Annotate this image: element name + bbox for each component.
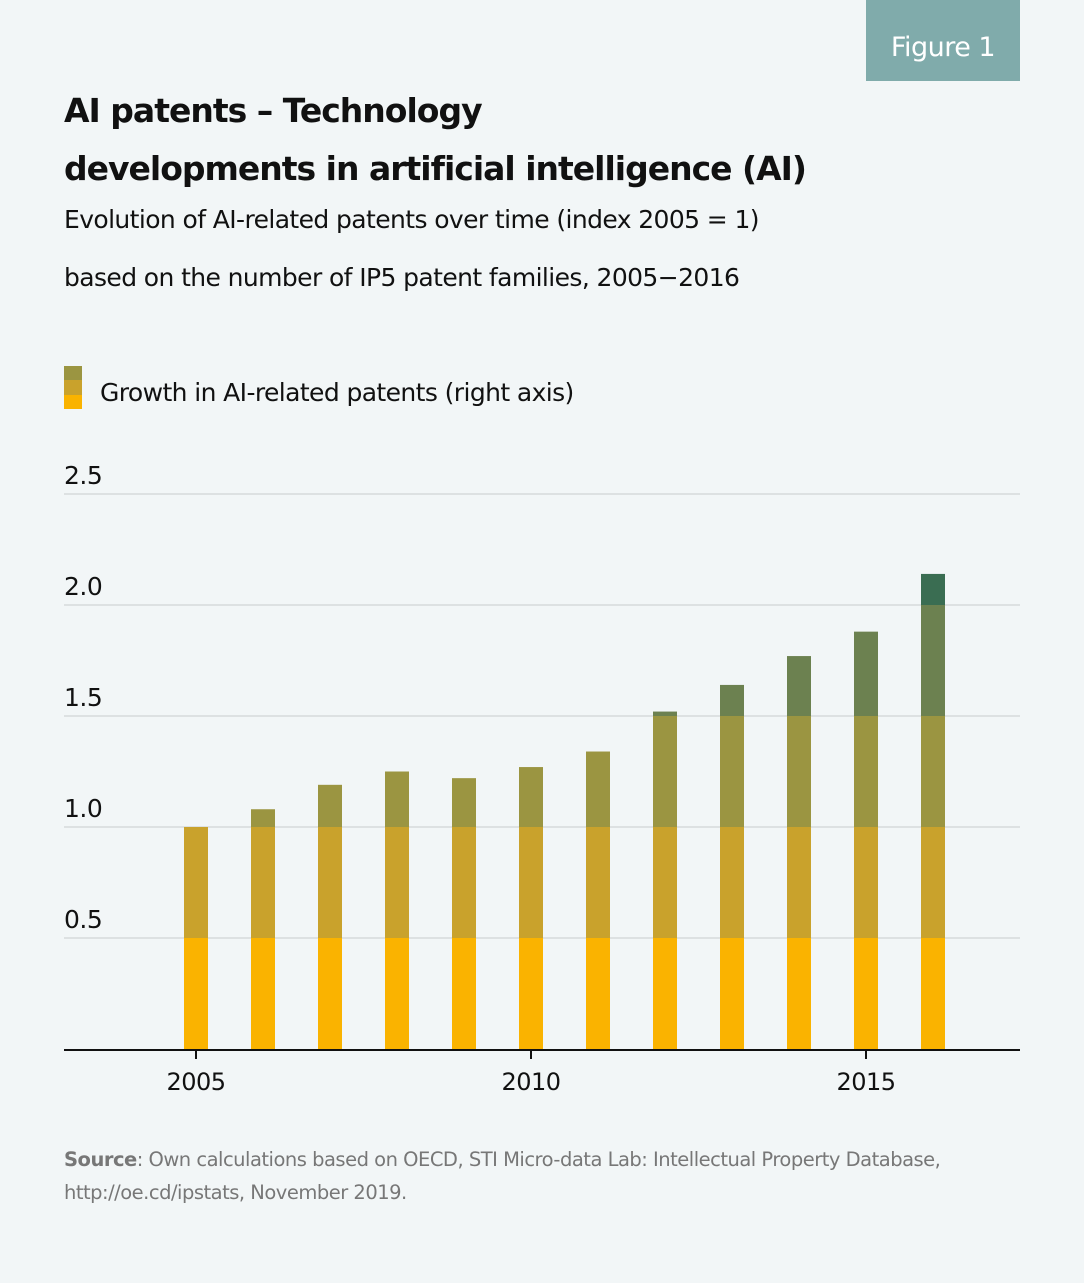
bar-segment <box>251 809 275 827</box>
bar-segment <box>586 827 610 938</box>
x-tick-label: 2015 <box>836 1068 895 1096</box>
bar-2016 <box>921 573 945 1049</box>
bar-segment <box>720 938 744 1049</box>
bar-segment <box>251 938 275 1049</box>
chart-title-line-2: developments in artificial intelligence … <box>64 149 807 188</box>
legend-swatch-band-2 <box>64 380 82 395</box>
y-tick-label: 1.5 <box>64 683 102 712</box>
y-axis-ticks: 0.5 1.0 1.5 2.0 2.5 <box>64 461 103 934</box>
x-axis: 2005 2010 2015 <box>64 1049 1020 1096</box>
bar-2008 <box>385 771 409 1049</box>
bar-2012 <box>653 711 677 1049</box>
y-tick-label: 1.0 <box>64 794 102 823</box>
bar-segment <box>452 827 476 938</box>
y-tick-label: 2.0 <box>64 572 102 601</box>
bar-segment <box>854 827 878 938</box>
bar-segment <box>787 656 811 716</box>
bar-2007 <box>318 784 342 1049</box>
bar-segment <box>921 827 945 938</box>
y-tick-label: 2.5 <box>64 461 102 490</box>
bar-segment <box>184 938 208 1049</box>
chart-title-line-1: AI patents – Technology <box>64 91 483 130</box>
bar-segment <box>318 938 342 1049</box>
bar-segment <box>854 716 878 827</box>
x-tick-label: 2010 <box>501 1068 560 1096</box>
bar-segment <box>519 827 543 938</box>
bar-segment <box>921 938 945 1049</box>
bar-segment <box>586 751 610 827</box>
bar-segment <box>519 767 543 827</box>
source-note: Source: Own calculations based on OECD, … <box>64 1143 984 1209</box>
chart-subtitle-line-1: Evolution of AI-related patents over tim… <box>64 205 760 234</box>
bar-segment <box>385 771 409 827</box>
source-label: Source <box>64 1148 137 1171</box>
bar-segment <box>787 827 811 938</box>
bar-segment <box>854 631 878 716</box>
chart-title: AI patents – Technology developments in … <box>64 82 824 198</box>
bar-segment <box>251 827 275 938</box>
legend-swatch <box>64 366 82 409</box>
bar-segment <box>787 938 811 1049</box>
bar-segment <box>318 784 342 827</box>
bar-segment <box>854 938 878 1049</box>
bar-segment <box>452 778 476 827</box>
bar-2015 <box>854 631 878 1049</box>
bar-segment <box>385 938 409 1049</box>
bar-segment <box>720 716 744 827</box>
bar-segment <box>653 716 677 827</box>
bar-segment <box>385 827 409 938</box>
bar-segment <box>653 711 677 716</box>
bar-segment <box>184 827 208 938</box>
source-text: : Own calculations based on OECD, STI Mi… <box>64 1148 941 1204</box>
bar-2009 <box>452 778 476 1049</box>
chart-subtitle-line-2: based on the number of IP5 patent famili… <box>64 263 740 292</box>
bar-segment <box>921 716 945 827</box>
legend-label: Growth in AI-related patents (right axis… <box>100 378 574 407</box>
bar-2005 <box>184 827 208 1049</box>
bar-segment <box>653 938 677 1049</box>
bar-segment <box>586 938 610 1049</box>
bar-2013 <box>720 684 744 1049</box>
bar-2014 <box>787 656 811 1049</box>
bar-segment <box>787 716 811 827</box>
figure-badge: Figure 1 <box>866 0 1020 81</box>
bars <box>184 573 945 1049</box>
bar-segment <box>653 827 677 938</box>
y-tick-label: 0.5 <box>64 905 102 934</box>
bar-2011 <box>586 751 610 1049</box>
bar-segment <box>720 684 744 716</box>
bar-segment <box>921 605 945 716</box>
bar-segment <box>720 827 744 938</box>
bar-segment <box>519 938 543 1049</box>
bar-segment <box>318 827 342 938</box>
bar-2006 <box>251 809 275 1049</box>
bar-segment <box>921 573 945 605</box>
legend-swatch-band-1 <box>64 366 82 381</box>
x-tick-label: 2005 <box>166 1068 225 1096</box>
bar-2010 <box>519 767 543 1049</box>
bar-chart: 0.5 1.0 1.5 2.0 2.5 2005 2010 2015 <box>64 461 1020 1096</box>
legend-swatch-band-3 <box>64 394 82 409</box>
bar-segment <box>452 938 476 1049</box>
